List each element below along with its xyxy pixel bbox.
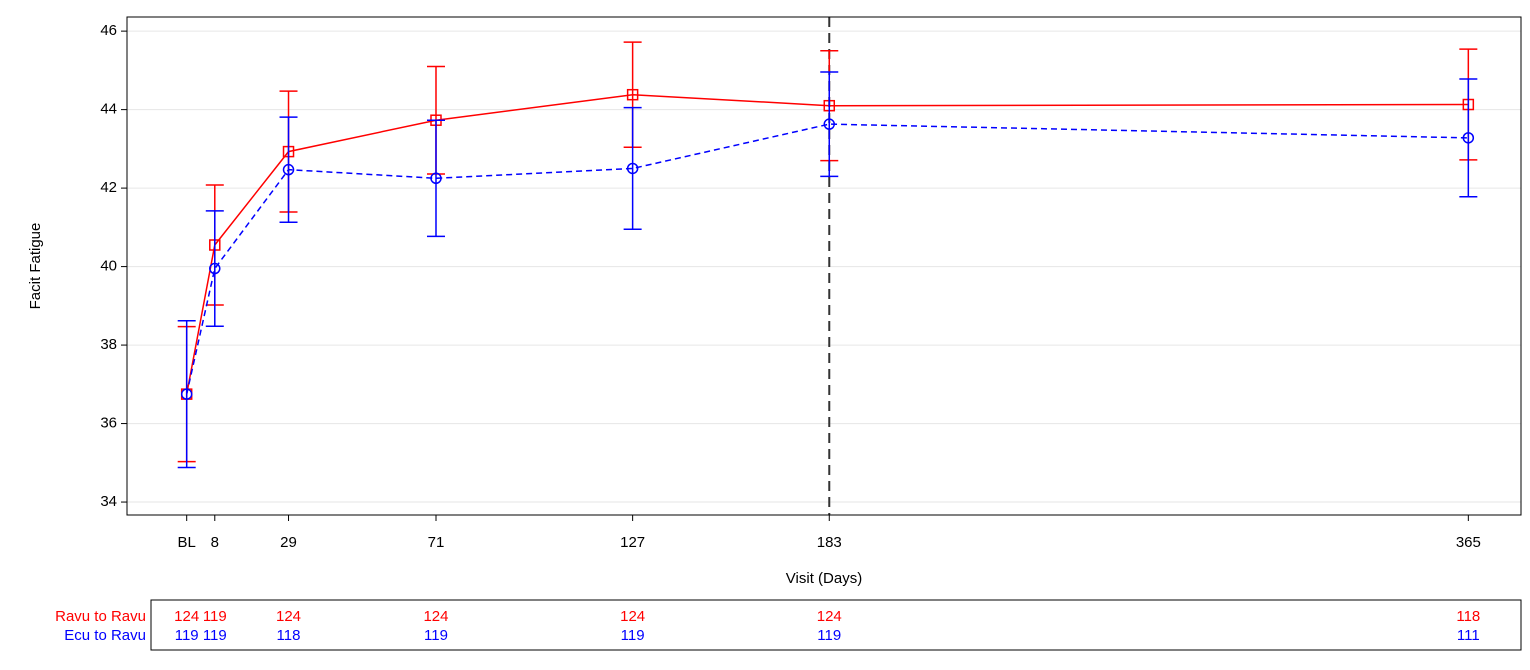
count: 124 <box>620 608 645 625</box>
y-axis-label: Facit Fatigue <box>27 223 44 310</box>
table-row-label: Ravu to Ravu <box>55 608 146 625</box>
error-bar <box>426 119 445 238</box>
series-line <box>185 93 1469 395</box>
count: 119 <box>203 608 227 625</box>
x-tick-label: 127 <box>620 534 645 551</box>
x-tick-label: 29 <box>280 534 297 551</box>
count: 118 <box>277 627 301 644</box>
marker <box>626 88 639 101</box>
y-tick-label: 40 <box>100 258 117 275</box>
y-tick-label: 42 <box>100 179 117 196</box>
marker <box>626 162 639 175</box>
marker <box>180 388 193 400</box>
y-tick-label: 38 <box>100 336 117 353</box>
x-tick-label: BL <box>178 534 196 551</box>
error-bar <box>623 106 642 231</box>
count: 111 <box>1457 627 1480 644</box>
count: 124 <box>276 608 301 625</box>
marker <box>282 163 295 176</box>
x-tick-label: 183 <box>817 534 842 551</box>
count: 124 <box>423 608 448 625</box>
error-bar <box>1459 78 1478 198</box>
error-bar <box>205 210 224 327</box>
x-tick-label: 71 <box>428 534 445 551</box>
count: 119 <box>621 627 645 644</box>
table-row-label: Ecu to Ravu <box>64 627 146 644</box>
marker <box>209 262 221 275</box>
count: 119 <box>424 627 448 644</box>
marker <box>1462 132 1475 144</box>
plot-frame <box>126 16 1522 516</box>
count: 124 <box>817 608 842 625</box>
count: 119 <box>817 627 841 644</box>
count: 119 <box>203 627 227 644</box>
count: 118 <box>1456 608 1480 625</box>
error-bar <box>177 319 196 469</box>
y-tick-label: 36 <box>100 415 117 432</box>
count-table-box <box>150 599 1522 651</box>
y-tick-label: 46 <box>100 22 117 39</box>
y-tick-label: 44 <box>100 101 117 118</box>
x-axis-label: Visit (Days) <box>786 570 862 587</box>
count: 119 <box>175 627 199 644</box>
error-bar <box>820 71 839 178</box>
y-tick-label: 34 <box>100 493 117 510</box>
count: 124 <box>174 608 199 625</box>
error-bar <box>279 116 298 223</box>
series-line <box>185 123 1469 395</box>
marker <box>823 118 836 130</box>
x-tick-label: 365 <box>1456 534 1481 551</box>
x-tick-label: 8 <box>211 534 219 551</box>
marker <box>430 172 442 185</box>
